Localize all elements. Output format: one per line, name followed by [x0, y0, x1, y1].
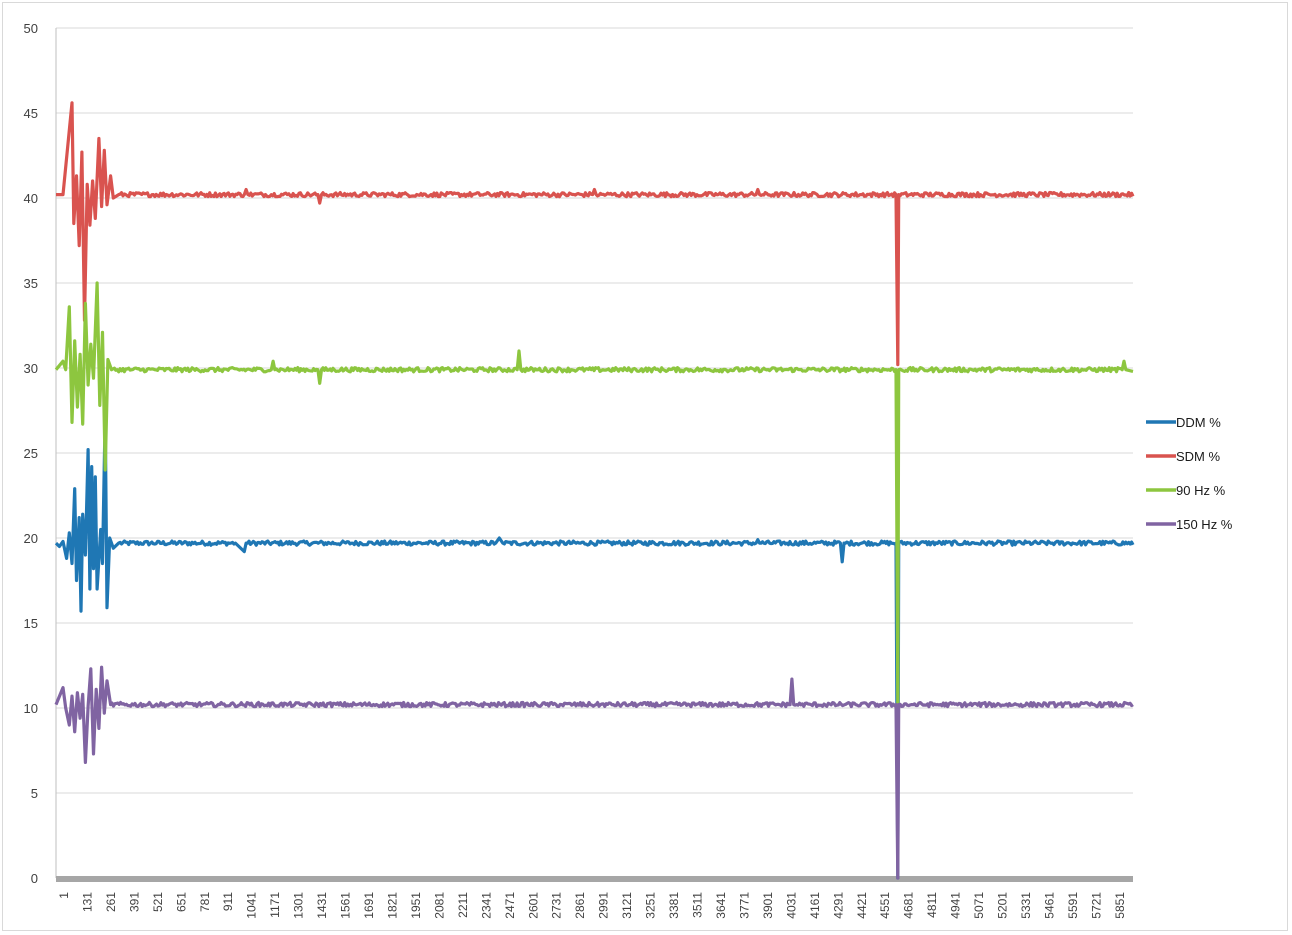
x-tick-label: 781 [198, 892, 212, 912]
x-tick-label: 3251 [644, 892, 658, 919]
x-tick-label: 521 [151, 892, 165, 912]
legend-label: SDM % [1176, 449, 1221, 464]
x-tick-label: 4941 [949, 892, 963, 919]
y-tick-label: 10 [24, 701, 38, 716]
x-tick-label: 4161 [808, 892, 822, 919]
x-tick-label: 2991 [597, 892, 611, 919]
series-line-0 [54, 412, 1135, 880]
y-tick-label: 30 [24, 361, 38, 376]
x-tick-label: 5591 [1066, 892, 1080, 919]
x-tick-label: 4681 [902, 892, 916, 919]
y-tick-label: 20 [24, 531, 38, 546]
x-tick-label: 1 [57, 892, 71, 899]
x-tick-label: 2861 [573, 892, 587, 919]
x-tick-label: 131 [80, 892, 94, 912]
x-tick-label: 4551 [878, 892, 892, 919]
x-tick-label: 2731 [550, 892, 564, 919]
x-tick-label: 1431 [315, 892, 329, 919]
x-axis-bar [56, 876, 1133, 882]
x-tick-label: 2081 [432, 892, 446, 919]
y-tick-label: 25 [24, 446, 38, 461]
x-tick-label: 261 [104, 892, 118, 912]
x-tick-label: 4811 [925, 892, 939, 918]
y-tick-label: 45 [24, 106, 38, 121]
x-tick-label: 5721 [1089, 892, 1103, 919]
x-tick-label: 1821 [385, 892, 399, 919]
x-tick-label: 391 [127, 892, 141, 912]
x-tick-label: 5201 [996, 892, 1010, 919]
gridlines [55, 27, 1133, 882]
x-tick-label: 3121 [620, 892, 634, 919]
x-tick-label: 3901 [761, 892, 775, 919]
x-tick-label: 2211 [456, 892, 470, 918]
x-tick-label: 1691 [362, 892, 376, 919]
x-tick-label: 651 [174, 892, 188, 912]
x-tick-label: 3641 [714, 892, 728, 919]
x-tick-label: 2601 [526, 892, 540, 919]
y-tick-label: 15 [24, 616, 38, 631]
x-tick-label: 5071 [972, 892, 986, 919]
x-tick-label: 4031 [784, 892, 798, 919]
legend-label: 90 Hz % [1176, 483, 1226, 498]
series-line-2 [54, 281, 1134, 707]
y-tick-label: 0 [31, 871, 38, 886]
x-tick-label: 4291 [831, 892, 845, 919]
y-axis-ticks: 0 5 10 15 20 25 30 35 40 45 50 [24, 21, 38, 886]
x-tick-label: 2471 [503, 892, 517, 919]
y-tick-label: 35 [24, 276, 38, 291]
series-line-1 [56, 101, 1135, 367]
x-tick-label: 1171 [268, 892, 282, 918]
x-axis-ticks: 1 131 261 391 521 651 781 911 1041 1171 1301 1431 15… [57, 892, 1127, 919]
legend: DDM % SDM % 90 Hz % 150 Hz % [1146, 415, 1233, 532]
y-tick-label: 50 [24, 21, 38, 36]
x-tick-label: 911 [221, 892, 235, 911]
series-lines [54, 101, 1135, 880]
x-tick-label: 1301 [292, 892, 306, 919]
x-tick-label: 3381 [667, 892, 681, 919]
legend-label: DDM % [1176, 415, 1221, 430]
x-tick-label: 1561 [339, 892, 353, 919]
x-tick-label: 4421 [855, 892, 869, 919]
series-line-3 [54, 665, 1134, 880]
y-tick-label: 5 [31, 786, 38, 801]
x-tick-label: 3771 [737, 892, 751, 919]
x-tick-label: 3511 [691, 892, 705, 918]
x-tick-label: 5461 [1042, 892, 1056, 919]
x-tick-label: 2341 [479, 892, 493, 919]
legend-label: 150 Hz % [1176, 517, 1233, 532]
x-tick-label: 5331 [1019, 892, 1033, 919]
x-tick-label: 1951 [409, 892, 423, 919]
x-tick-label: 5851 [1113, 892, 1127, 919]
x-tick-label: 1041 [245, 892, 259, 919]
y-tick-label: 40 [24, 191, 38, 206]
